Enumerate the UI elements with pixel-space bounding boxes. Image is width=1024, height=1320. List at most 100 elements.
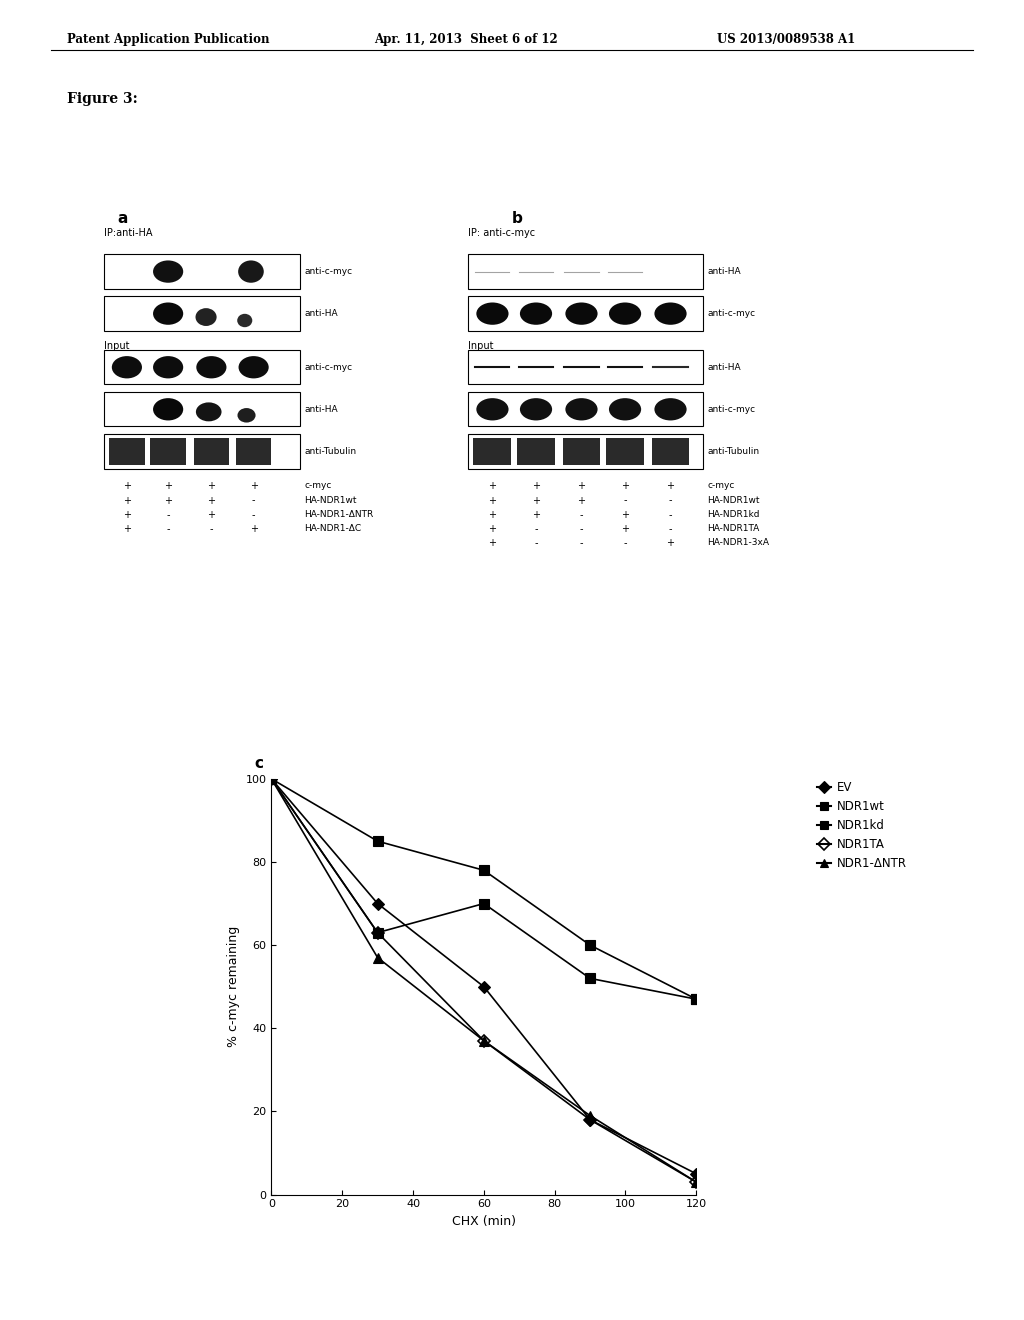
Bar — [468, 297, 702, 331]
Bar — [517, 438, 555, 465]
Text: US 2013/0089538 A1: US 2013/0089538 A1 — [717, 33, 855, 46]
Text: +: + — [123, 510, 131, 520]
Text: Input: Input — [104, 341, 130, 351]
Text: +: + — [208, 495, 215, 506]
Bar — [468, 392, 702, 426]
Ellipse shape — [197, 356, 226, 379]
Text: -: - — [624, 495, 627, 506]
Text: -: - — [535, 539, 538, 548]
Text: -: - — [166, 510, 170, 520]
Text: +: + — [621, 524, 629, 533]
Bar — [104, 350, 300, 384]
Bar — [104, 392, 300, 426]
Text: +: + — [621, 510, 629, 520]
Text: HA-NDR1TA: HA-NDR1TA — [708, 524, 760, 533]
Text: HA-NDR1-3xA: HA-NDR1-3xA — [708, 539, 769, 546]
Text: b: b — [512, 211, 523, 226]
Text: +: + — [621, 482, 629, 491]
Text: +: + — [532, 510, 540, 520]
Text: anti-Tubulin: anti-Tubulin — [304, 447, 356, 455]
Text: anti-HA: anti-HA — [708, 363, 741, 372]
Ellipse shape — [609, 399, 641, 421]
Text: Figure 3:: Figure 3: — [67, 92, 137, 107]
Bar — [104, 255, 300, 289]
Text: -: - — [210, 524, 213, 533]
Text: +: + — [250, 524, 258, 533]
Legend: EV, NDR1wt, NDR1kd, NDR1TA, NDR1-ΔNTR: EV, NDR1wt, NDR1kd, NDR1TA, NDR1-ΔNTR — [812, 776, 911, 874]
Text: -: - — [580, 524, 584, 533]
Text: c-myc: c-myc — [304, 482, 332, 490]
X-axis label: CHX (min): CHX (min) — [452, 1214, 516, 1228]
Ellipse shape — [238, 408, 256, 422]
Text: +: + — [208, 510, 215, 520]
Text: +: + — [578, 482, 586, 491]
Ellipse shape — [654, 399, 687, 421]
Text: +: + — [208, 482, 215, 491]
Bar — [606, 438, 644, 465]
Bar — [104, 434, 300, 469]
Ellipse shape — [239, 356, 268, 379]
Text: HA-NDR1kd: HA-NDR1kd — [708, 510, 760, 519]
Ellipse shape — [609, 302, 641, 325]
Ellipse shape — [654, 302, 687, 325]
Text: +: + — [164, 495, 172, 506]
Text: +: + — [532, 482, 540, 491]
Text: -: - — [624, 539, 627, 548]
Text: -: - — [252, 510, 255, 520]
Ellipse shape — [112, 356, 142, 379]
Ellipse shape — [476, 399, 509, 421]
Ellipse shape — [520, 302, 552, 325]
Text: anti-c-myc: anti-c-myc — [304, 363, 352, 372]
Text: +: + — [532, 495, 540, 506]
Text: IP:anti-HA: IP:anti-HA — [104, 228, 153, 238]
Text: Apr. 11, 2013  Sheet 6 of 12: Apr. 11, 2013 Sheet 6 of 12 — [374, 33, 557, 46]
Text: +: + — [488, 524, 497, 533]
Text: anti-c-myc: anti-c-myc — [708, 309, 756, 318]
Bar — [236, 438, 271, 465]
Text: Patent Application Publication: Patent Application Publication — [67, 33, 269, 46]
Ellipse shape — [565, 302, 598, 325]
Text: +: + — [667, 539, 675, 548]
Ellipse shape — [239, 260, 264, 282]
Text: c-myc: c-myc — [708, 482, 734, 490]
Text: HA-NDR1wt: HA-NDR1wt — [708, 495, 760, 504]
Ellipse shape — [153, 399, 183, 421]
Ellipse shape — [153, 356, 183, 379]
Bar — [104, 297, 300, 331]
Bar — [194, 438, 229, 465]
Ellipse shape — [520, 399, 552, 421]
Text: HA-NDR1-ΔC: HA-NDR1-ΔC — [304, 524, 361, 533]
Text: anti-HA: anti-HA — [708, 267, 741, 276]
Bar — [651, 438, 689, 465]
Text: +: + — [164, 482, 172, 491]
Ellipse shape — [153, 260, 183, 282]
Text: -: - — [252, 495, 255, 506]
Text: +: + — [488, 510, 497, 520]
Text: +: + — [488, 539, 497, 548]
Text: -: - — [166, 524, 170, 533]
Bar — [151, 438, 186, 465]
Text: +: + — [488, 495, 497, 506]
Text: HA-NDR1wt: HA-NDR1wt — [304, 495, 356, 504]
Text: +: + — [250, 482, 258, 491]
Text: HA-NDR1-ΔNTR: HA-NDR1-ΔNTR — [304, 510, 374, 519]
Bar — [473, 438, 511, 465]
Text: +: + — [123, 524, 131, 533]
Y-axis label: % c-myc remaining: % c-myc remaining — [227, 927, 240, 1047]
Bar — [468, 350, 702, 384]
Text: Input: Input — [468, 341, 494, 351]
Bar — [468, 434, 702, 469]
Bar — [110, 438, 144, 465]
Ellipse shape — [565, 399, 598, 421]
Text: -: - — [669, 495, 673, 506]
Text: -: - — [669, 524, 673, 533]
Text: +: + — [123, 482, 131, 491]
Text: +: + — [488, 482, 497, 491]
Text: c: c — [254, 756, 263, 771]
Text: -: - — [580, 539, 584, 548]
Ellipse shape — [476, 302, 509, 325]
Ellipse shape — [238, 314, 252, 327]
Text: IP: anti-c-myc: IP: anti-c-myc — [468, 228, 535, 238]
Bar — [468, 255, 702, 289]
Text: +: + — [667, 482, 675, 491]
